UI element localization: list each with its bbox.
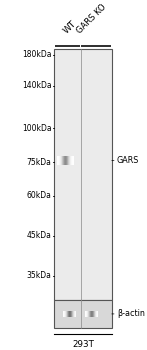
Bar [64, 156, 65, 165]
Bar [67, 156, 68, 165]
Text: 140kDa: 140kDa [22, 81, 52, 90]
Bar [69, 156, 70, 165]
Bar [70, 156, 71, 165]
Bar [68, 156, 69, 165]
FancyBboxPatch shape [54, 49, 112, 300]
Bar [72, 156, 73, 165]
Text: 293T: 293T [72, 340, 94, 349]
Text: 60kDa: 60kDa [27, 191, 52, 201]
Text: GARS: GARS [112, 156, 139, 165]
Text: 75kDa: 75kDa [27, 158, 52, 167]
Text: WT: WT [62, 19, 78, 35]
Bar [73, 156, 74, 165]
Bar [71, 156, 72, 165]
Text: β-actin: β-actin [112, 309, 145, 318]
Bar [57, 156, 58, 165]
Bar [62, 156, 63, 165]
Bar [59, 156, 60, 165]
Text: 180kDa: 180kDa [22, 50, 52, 60]
Text: 35kDa: 35kDa [27, 271, 52, 280]
Bar [65, 156, 66, 165]
Text: 45kDa: 45kDa [27, 231, 52, 240]
FancyBboxPatch shape [54, 300, 112, 328]
Bar [60, 156, 61, 165]
Bar [81, 45, 111, 47]
Bar [55, 45, 80, 47]
Bar [66, 156, 67, 165]
Text: 100kDa: 100kDa [22, 124, 52, 133]
Bar [63, 156, 64, 165]
Bar [58, 156, 59, 165]
Text: GARS KO: GARS KO [75, 2, 108, 35]
Bar [61, 156, 62, 165]
